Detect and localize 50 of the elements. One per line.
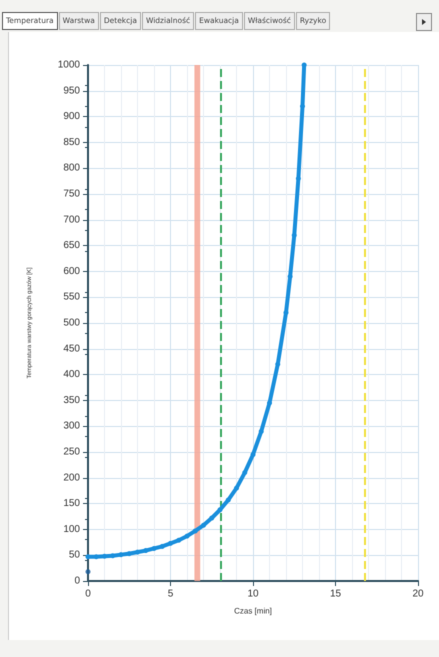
point [192, 528, 198, 534]
point [176, 538, 182, 543]
point [126, 551, 132, 556]
x-tick-label: 0 [85, 588, 92, 600]
point [234, 486, 239, 491]
y-tick-label: 450 [63, 343, 80, 354]
point [201, 522, 206, 528]
x-axis-title: Czas [min] [234, 606, 272, 616]
point [102, 554, 107, 559]
point [118, 552, 124, 558]
x-tick-label: 10 [247, 588, 259, 600]
point [184, 534, 190, 539]
point [275, 362, 280, 367]
point [168, 540, 173, 546]
point [218, 507, 222, 512]
point [226, 497, 231, 502]
point [152, 546, 156, 551]
x-tick-label: 20 [412, 588, 424, 600]
y-tick-label: 350 [63, 394, 80, 406]
point [143, 548, 148, 554]
point [242, 470, 248, 476]
y-tick-label: 100 [63, 524, 80, 535]
y-tick-label: 850 [63, 136, 80, 148]
y-tick-label: 150 [63, 498, 80, 510]
y-tick-label: 250 [63, 446, 80, 458]
x-tick-label: 5 [168, 588, 174, 600]
y-tick-label: 900 [63, 111, 80, 122]
y-tick-label: 300 [63, 420, 80, 432]
y-tick-label: 400 [63, 369, 80, 380]
y-tick-label: 0 [74, 576, 80, 586]
point [86, 554, 90, 560]
point [258, 428, 264, 434]
y-tick-label: 200 [63, 472, 80, 484]
y-tick-label: 1000 [58, 60, 80, 70]
y-tick-label: 750 [63, 188, 80, 200]
y-tick-label: 600 [63, 266, 80, 277]
y-tick-label: 800 [63, 162, 80, 174]
y-tick-label: 700 [63, 214, 80, 226]
y-tick-label: 950 [63, 85, 80, 96]
point [160, 544, 165, 549]
x-tick-label: 15 [330, 588, 342, 600]
y-tick-label: 50 [68, 550, 80, 561]
point [86, 569, 90, 574]
point [209, 516, 214, 521]
y-tick-label: 650 [63, 240, 80, 252]
y-tick-label: 500 [63, 318, 80, 328]
point [250, 452, 256, 458]
point [135, 550, 140, 555]
point [302, 62, 307, 68]
y-tick-label: 550 [63, 292, 80, 303]
